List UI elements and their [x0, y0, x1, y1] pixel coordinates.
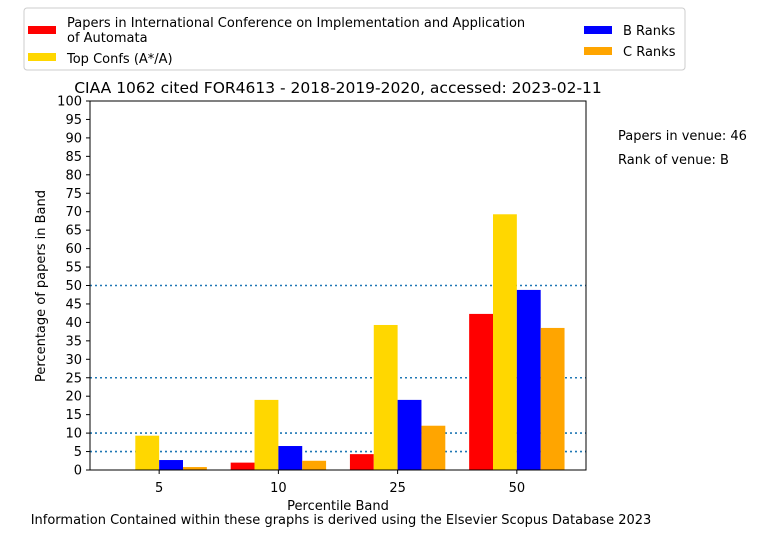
bar-50-series-3 [540, 327, 565, 470]
bar-50-series-1 [493, 214, 517, 470]
x-tick-label-50: 50 [509, 481, 526, 496]
bars [135, 214, 565, 470]
legend-swatch-c [584, 47, 612, 55]
y-tick-label-55: 55 [65, 261, 82, 276]
bar-5-series-2 [159, 460, 183, 470]
y-axis-label: Percentage of papers in Band [34, 190, 49, 382]
x-tick-label-25: 25 [389, 481, 406, 496]
y-tick-label-40: 40 [65, 316, 82, 331]
y-tick-label-75: 75 [65, 187, 82, 202]
y-tick-label-65: 65 [65, 224, 82, 239]
y-tick-label-25: 25 [65, 371, 82, 386]
legend-swatch-top [28, 53, 56, 61]
x-axis-label: Percentile Band [287, 499, 389, 514]
y-tick-label-30: 30 [65, 353, 82, 368]
bar-25-series-1 [373, 324, 398, 470]
x-axis: 5 10 25 50 [155, 470, 525, 496]
y-tick-label-70: 70 [65, 205, 82, 220]
papers-in-venue-note: Papers in venue: 46 [618, 129, 747, 144]
legend-label-venue-line1: Papers in International Conference on Im… [67, 16, 525, 31]
legend-label-c: C Ranks [623, 45, 676, 60]
y-tick-label-10: 10 [65, 427, 82, 442]
bar-50-series-0 [469, 313, 493, 470]
y-tick-label-85: 85 [65, 150, 82, 165]
legend-swatch-b [584, 26, 612, 34]
y-tick-label-80: 80 [65, 168, 82, 183]
y-tick-label-50: 50 [65, 279, 82, 294]
bar-50-series-2 [516, 289, 541, 470]
bar-10-series-0 [230, 462, 255, 470]
bar-10-series-3 [302, 460, 327, 470]
source-footer: Information Contained within these graph… [31, 513, 652, 528]
bar-5-series-3 [183, 467, 207, 470]
y-tick-label-20: 20 [65, 390, 82, 405]
bar-25-series-0 [349, 454, 374, 470]
y-tick-label-45: 45 [65, 297, 82, 312]
legend-label-top: Top Confs (A*/A) [66, 52, 173, 67]
bar-5-series-1 [135, 435, 160, 470]
bar-10-series-1 [254, 399, 279, 470]
legend: Papers in International Conference on Im… [23, 7, 686, 71]
y-tick-label-60: 60 [65, 242, 82, 257]
y-axis: 0 5 10 15 20 25 30 35 40 45 50 55 60 65 70 75 80 85 90 95 10… [57, 95, 90, 479]
y-tick-label-95: 95 [65, 113, 82, 128]
bar-25-series-2 [397, 399, 422, 470]
x-tick-label-5: 5 [155, 481, 163, 496]
legend-swatch-venue [28, 26, 56, 34]
legend-label-b: B Ranks [623, 24, 676, 39]
y-tick-label-0: 0 [74, 464, 82, 479]
legend-label-venue-line2: of Automata [67, 31, 148, 46]
rank-of-venue-note: Rank of venue: B [618, 153, 729, 168]
y-tick-label-35: 35 [65, 334, 82, 349]
chart-title: CIAA 1062 cited FOR4613 - 2018-2019-2020… [74, 79, 602, 97]
y-tick-label-15: 15 [65, 408, 82, 423]
y-tick-label-90: 90 [65, 131, 82, 146]
x-tick-label-10: 10 [270, 481, 287, 496]
bar-25-series-3 [421, 425, 446, 470]
y-tick-label-100: 100 [57, 95, 82, 110]
legend-frame [23, 7, 686, 71]
bar-10-series-2 [278, 446, 303, 470]
y-tick-label-5: 5 [74, 445, 82, 460]
